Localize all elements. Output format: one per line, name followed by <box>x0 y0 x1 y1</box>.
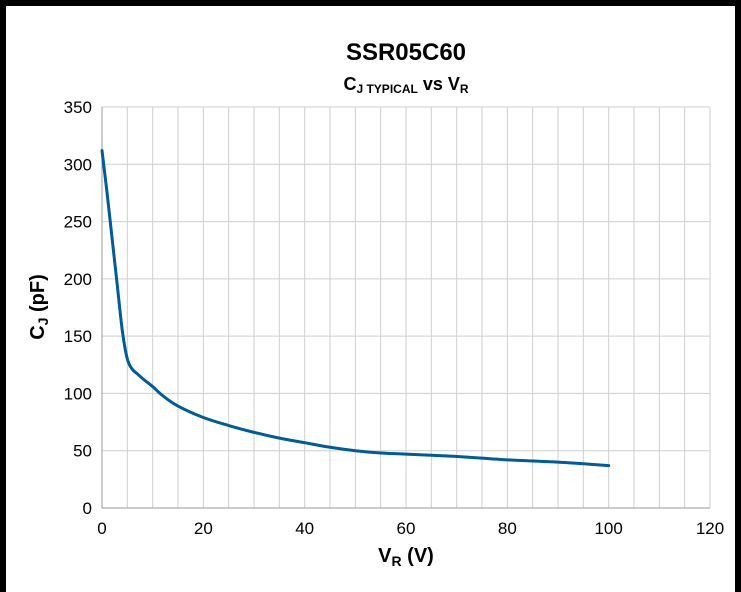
y-axis-label: CJ (pF) <box>27 274 51 340</box>
subtitle-vs: vs <box>418 74 448 94</box>
y-tick-label: 0 <box>83 499 92 518</box>
grid <box>102 106 711 508</box>
y-tick-label: 250 <box>64 213 92 232</box>
y-tick-label: 50 <box>73 442 92 461</box>
y-tick-label: 300 <box>64 155 92 174</box>
subtitle-c: C <box>343 74 356 94</box>
x-axis-label: VR (V) <box>378 545 434 569</box>
y-tick-label: 200 <box>64 270 92 289</box>
x-label-subscript: R <box>392 553 402 569</box>
y-label-c: C <box>27 325 49 339</box>
y-label-subscript: J <box>35 318 51 326</box>
axes <box>101 107 710 509</box>
subtitle-v-subscript: R <box>460 82 469 96</box>
x-tick-label: 0 <box>97 519 106 538</box>
y-tick-labels: 0 50 100 150 200 250 300 350 <box>64 98 92 518</box>
x-label-v: V <box>378 545 392 567</box>
y-label-unit: (pF) <box>27 274 49 317</box>
x-tick-labels: 0 20 40 60 80 100 120 <box>97 519 724 538</box>
y-tick-label: 350 <box>64 98 92 117</box>
subtitle-c-subscript: J TYPICAL <box>356 82 417 96</box>
x-tick-label: 20 <box>194 519 213 538</box>
x-tick-label: 60 <box>397 519 416 538</box>
y-tick-label: 150 <box>64 327 92 346</box>
y-tick-label: 100 <box>64 384 92 403</box>
series-line <box>100 149 611 468</box>
x-label-unit: (V) <box>402 545 434 567</box>
x-tick-label: 80 <box>498 519 517 538</box>
chart-title: SSR05C60 <box>346 39 466 66</box>
x-tick-label: 40 <box>295 519 314 538</box>
x-tick-label: 100 <box>594 519 622 538</box>
x-tick-label: 120 <box>696 519 724 538</box>
chart-subtitle: CJ TYPICAL vs VR <box>343 74 468 96</box>
subtitle-v: V <box>448 74 460 94</box>
